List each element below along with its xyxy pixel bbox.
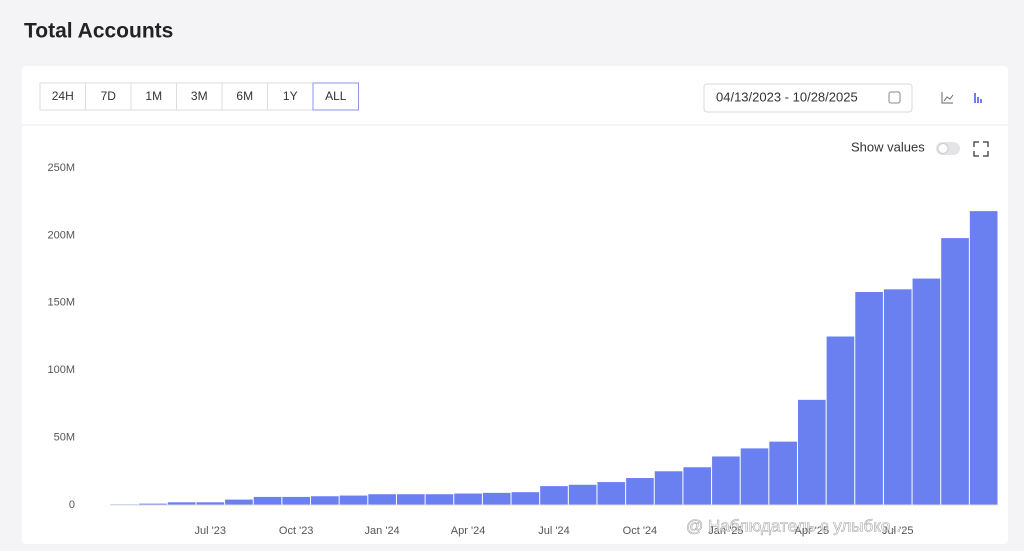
range-button[interactable]: 3M xyxy=(176,82,223,111)
y-tick-label: 200M xyxy=(47,229,75,241)
bar xyxy=(597,482,626,505)
button-box[interactable] xyxy=(267,82,314,111)
bar xyxy=(196,502,225,505)
bar xyxy=(797,399,826,505)
button-box[interactable] xyxy=(85,82,132,111)
bar xyxy=(826,336,855,505)
bar xyxy=(540,486,568,505)
y-tick-label: 50M xyxy=(54,432,75,444)
bar xyxy=(253,496,282,505)
line-chart-icon[interactable] xyxy=(941,92,954,104)
button-label: 7D xyxy=(101,89,117,103)
button-label: 24H xyxy=(52,89,74,103)
button-label: 1Y xyxy=(283,89,298,103)
bar xyxy=(425,494,454,505)
toggle-knob xyxy=(937,143,949,154)
button-label: 3M xyxy=(191,89,208,103)
x-tick-label: Jan '24 xyxy=(365,525,400,537)
bar xyxy=(712,456,740,505)
plot: 0 50M 100M 150M 200M 250M Jul '23 Oct '23 Jan '2… xyxy=(47,162,998,537)
x-tick-label: Apr '25 xyxy=(795,525,830,537)
bar xyxy=(683,467,712,505)
toggle[interactable] xyxy=(936,142,960,155)
bar xyxy=(482,492,511,505)
bar xyxy=(912,278,941,505)
card xyxy=(22,66,1008,544)
bar xyxy=(969,211,998,506)
button-box[interactable] xyxy=(176,82,223,111)
y-tick-label: 100M xyxy=(47,364,75,376)
bar xyxy=(568,484,597,505)
y-tick-label: 0 xyxy=(69,499,75,511)
x-tick-label: Oct '23 xyxy=(279,525,314,537)
range-button[interactable]: 6M xyxy=(221,82,268,111)
bar xyxy=(740,448,769,505)
bar xyxy=(626,478,654,505)
bar xyxy=(225,499,253,505)
button-label: 6M xyxy=(236,89,253,103)
range-buttons: 24H 7D 1M 3M 6M 1Y ALL xyxy=(39,82,359,111)
x-tick-label: Jul '24 xyxy=(538,525,569,537)
bar xyxy=(167,502,196,505)
date-range: 04/13/2023 - 10/28/2025 xyxy=(716,89,858,104)
range-button[interactable]: 1Y xyxy=(267,82,314,111)
button-label: ALL xyxy=(325,89,347,103)
button-box[interactable] xyxy=(312,82,359,111)
page-title: Total Accounts xyxy=(24,20,173,43)
button-label: 1M xyxy=(145,89,162,103)
y-tick-label: 150M xyxy=(47,297,75,309)
bar xyxy=(454,493,482,505)
x-tick-label: Apr '24 xyxy=(451,525,486,537)
bar-chart-icon[interactable] xyxy=(974,93,982,103)
bar xyxy=(855,292,883,505)
bar xyxy=(769,441,797,505)
bar xyxy=(282,496,311,505)
bar xyxy=(311,496,339,505)
range-button[interactable]: 1M xyxy=(130,82,177,111)
bar xyxy=(941,238,969,505)
date-picker[interactable]: 04/13/2023 - 10/28/2025 xyxy=(703,83,913,113)
fullscreen-icon[interactable] xyxy=(973,141,989,157)
bar xyxy=(368,494,396,505)
bar xyxy=(654,471,683,505)
range-button[interactable]: 7D xyxy=(85,82,132,111)
show-values-label: Show values xyxy=(851,139,925,154)
bar xyxy=(396,494,425,505)
watermark: @ Наблюдатель с улыбко… xyxy=(686,516,907,535)
x-tick-label: Jul '25 xyxy=(882,525,913,537)
calendar-icon xyxy=(888,91,901,104)
bar xyxy=(511,492,540,505)
bar xyxy=(139,503,167,505)
date-box[interactable] xyxy=(703,83,913,113)
x-tick-label: Jan '25 xyxy=(708,525,743,537)
range-button[interactable]: ALL xyxy=(312,82,359,111)
bar xyxy=(339,495,368,505)
bar xyxy=(883,289,912,505)
range-button[interactable]: 24H xyxy=(39,82,86,111)
y-tick-label: 250M xyxy=(47,162,75,174)
x-tick-label: Jul '23 xyxy=(195,525,226,537)
x-tick-label: Oct '24 xyxy=(623,525,658,537)
